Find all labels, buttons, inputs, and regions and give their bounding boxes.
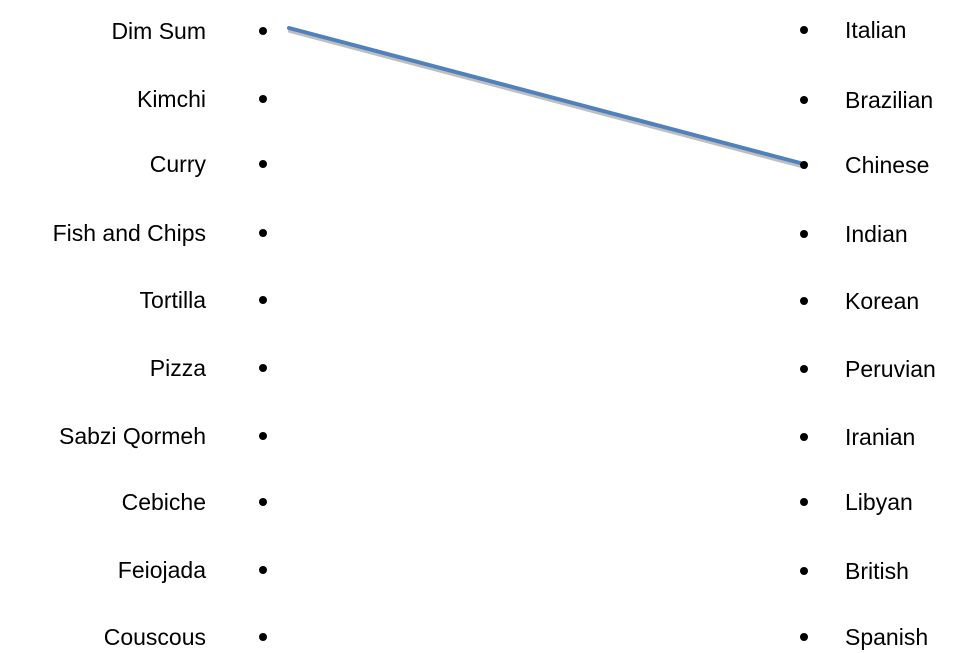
cuisine-item-korean[interactable]: Korean (780, 285, 961, 317)
cuisine-label: British (845, 558, 909, 584)
cuisine-dot-handle[interactable] (800, 365, 808, 373)
food-dot-handle[interactable] (259, 95, 267, 103)
cuisine-item-iranian[interactable]: Iranian (780, 421, 961, 453)
food-dot-handle[interactable] (259, 160, 267, 168)
food-label: Sabzi Qormeh (58, 423, 206, 449)
food-item-dim-sum[interactable]: Dim Sum (0, 15, 280, 47)
food-dot-handle[interactable] (259, 633, 267, 641)
food-dot-handle[interactable] (259, 566, 267, 574)
cuisine-dot-handle[interactable] (800, 96, 808, 104)
cuisine-item-peruvian[interactable]: Peruvian (780, 353, 961, 385)
food-dot-handle[interactable] (259, 27, 267, 35)
cuisine-dot-handle[interactable] (800, 498, 808, 506)
cuisine-item-libyan[interactable]: Libyan (780, 486, 961, 518)
cuisine-dot-handle[interactable] (800, 633, 808, 641)
food-label: Pizza (149, 355, 206, 381)
food-label: Dim Sum (111, 18, 206, 44)
cuisine-label: Indian (845, 221, 908, 247)
food-item-curry[interactable]: Curry (0, 148, 280, 180)
food-dot-handle[interactable] (259, 229, 267, 237)
food-label: Curry (149, 151, 206, 177)
food-item-cebiche[interactable]: Cebiche (0, 486, 280, 518)
food-dot-handle[interactable] (259, 296, 267, 304)
cuisine-dot-handle[interactable] (800, 161, 808, 169)
cuisine-label: Libyan (845, 489, 913, 515)
food-item-sabzi-qormeh[interactable]: Sabzi Qormeh (0, 420, 280, 452)
cuisine-label: Korean (845, 288, 920, 314)
cuisine-dot-handle[interactable] (800, 230, 808, 238)
food-dot-handle[interactable] (259, 498, 267, 506)
match-connector-line[interactable] (287, 26, 806, 166)
cuisine-item-spanish[interactable]: Spanish (780, 621, 961, 653)
connector-shadow (288, 29, 807, 169)
food-dot-handle[interactable] (259, 432, 267, 440)
food-item-tortilla[interactable]: Tortilla (0, 284, 280, 316)
food-item-feiojada[interactable]: Feiojada (0, 554, 280, 586)
cuisine-item-british[interactable]: British (780, 555, 961, 587)
cuisine-label: Iranian (845, 424, 916, 450)
cuisine-item-brazilian[interactable]: Brazilian (780, 84, 961, 116)
cuisine-dot-handle[interactable] (800, 297, 808, 305)
cuisine-dot-handle[interactable] (800, 26, 808, 34)
food-label: Kimchi (136, 86, 206, 112)
cuisine-label: Spanish (845, 624, 929, 650)
cuisine-dot-handle[interactable] (800, 567, 808, 575)
cuisine-label: Italian (845, 17, 907, 43)
food-label: Cebiche (121, 489, 206, 515)
food-label: Feiojada (117, 557, 206, 583)
cuisine-label: Peruvian (845, 356, 936, 382)
food-dot-handle[interactable] (259, 364, 267, 372)
food-item-couscous[interactable]: Couscous (0, 621, 280, 653)
food-label: Tortilla (139, 287, 206, 313)
cuisine-item-chinese[interactable]: Chinese (780, 149, 961, 181)
food-item-pizza[interactable]: Pizza (0, 352, 280, 384)
cuisine-label: Brazilian (845, 87, 934, 113)
cuisine-label: Chinese (845, 152, 930, 178)
cuisine-item-italian[interactable]: Italian (780, 14, 961, 46)
cuisine-dot-handle[interactable] (800, 433, 808, 441)
food-item-kimchi[interactable]: Kimchi (0, 83, 280, 115)
food-item-fish-and-chips[interactable]: Fish and Chips (0, 217, 280, 249)
food-label: Fish and Chips (52, 220, 206, 246)
cuisine-item-indian[interactable]: Indian (780, 218, 961, 250)
food-label: Couscous (103, 624, 206, 650)
